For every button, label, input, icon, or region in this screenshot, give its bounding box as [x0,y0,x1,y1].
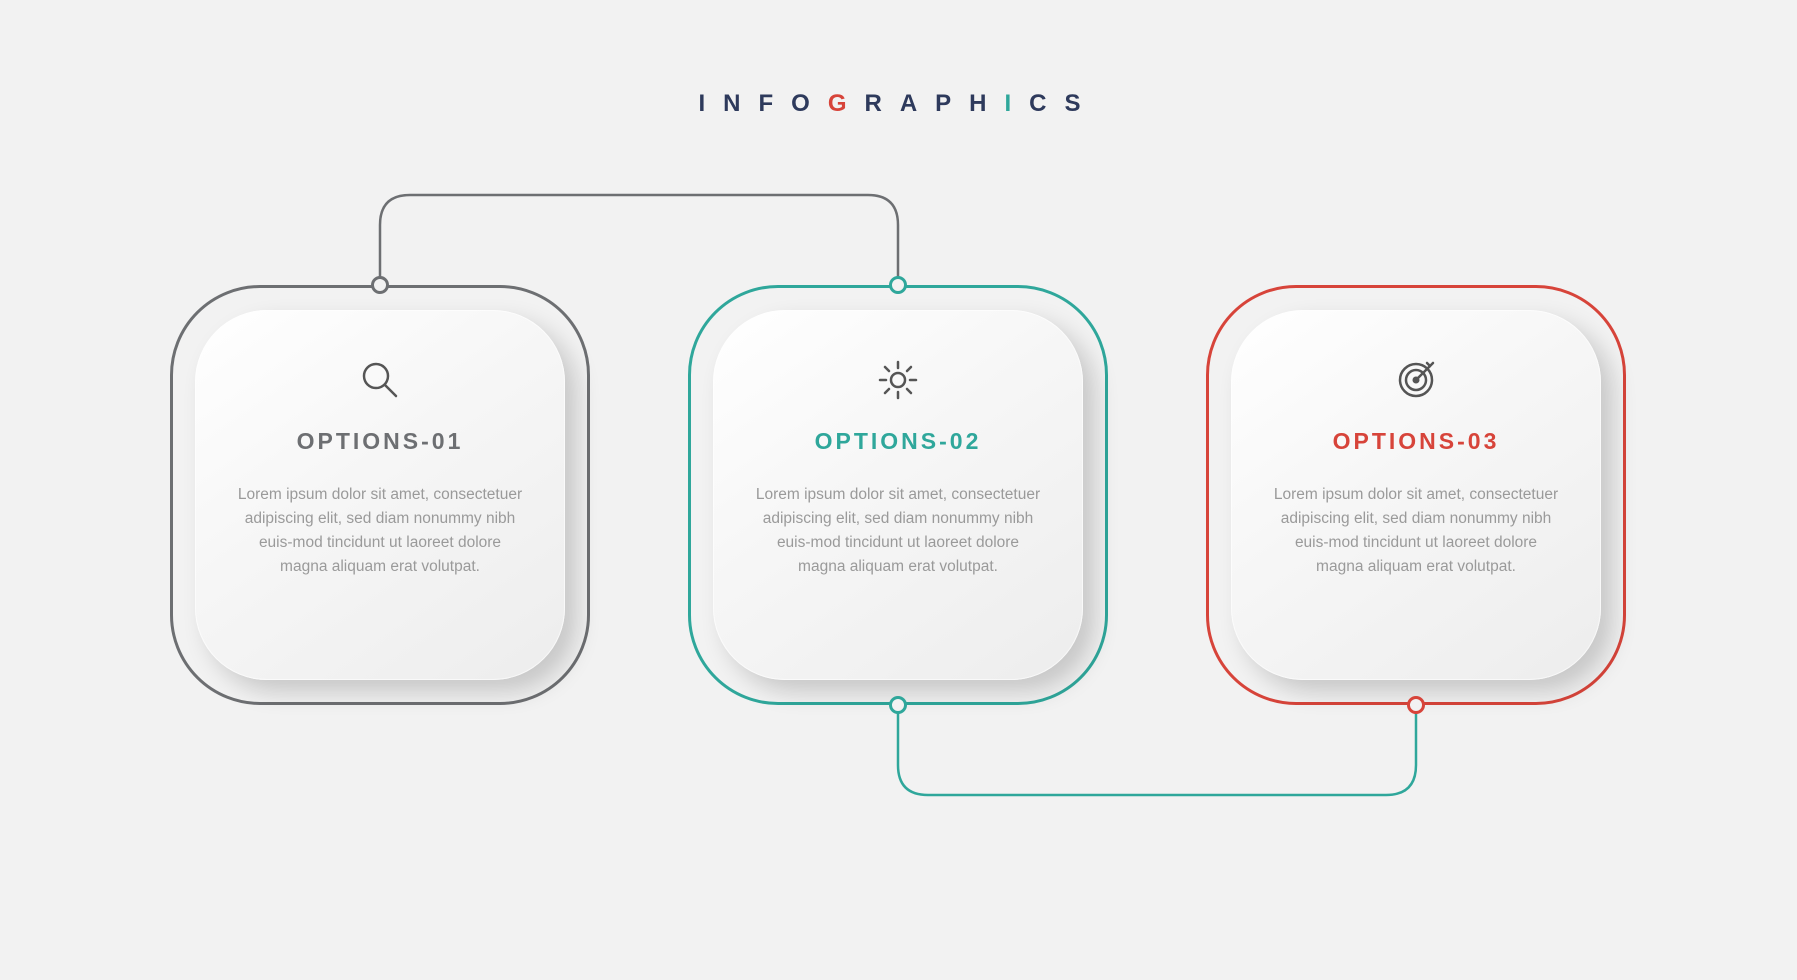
connector-dot [1407,696,1425,714]
connector-dot [371,276,389,294]
card-heading: OPTIONS-03 [1333,428,1500,455]
card-inner: OPTIONS-02 Lorem ipsum dolor sit amet, co… [713,310,1083,680]
card-option-2: OPTIONS-02 Lorem ipsum dolor sit amet, co… [688,285,1108,705]
card-body: Lorem ipsum dolor sit amet, consectetuer… [235,483,525,579]
card-option-1: OPTIONS-01 Lorem ipsum dolor sit amet, co… [170,285,590,705]
card-option-3: OPTIONS-03 Lorem ipsum dolor sit amet, co… [1206,285,1626,705]
connector-dot [889,696,907,714]
connector-path-2 [898,705,1416,795]
card-inner: OPTIONS-03 Lorem ipsum dolor sit amet, co… [1231,310,1601,680]
card-inner: OPTIONS-01 Lorem ipsum dolor sit amet, co… [195,310,565,680]
target-icon [1394,358,1438,402]
magnifier-icon [358,358,402,402]
card-heading: OPTIONS-01 [297,428,464,455]
infographic-stage: OPTIONS-01 Lorem ipsum dolor sit amet, co… [0,0,1797,980]
card-heading: OPTIONS-02 [815,428,982,455]
card-body: Lorem ipsum dolor sit amet, consectetuer… [753,483,1043,579]
card-body: Lorem ipsum dolor sit amet, consectetuer… [1271,483,1561,579]
connector-dot [889,276,907,294]
gear-icon [876,358,920,402]
